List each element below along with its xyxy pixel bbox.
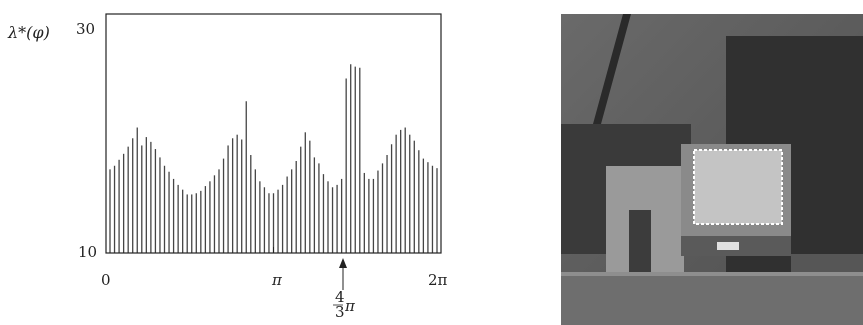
monitor-label	[717, 242, 739, 250]
scene-photograph	[561, 14, 863, 325]
diagonal-pole	[593, 14, 631, 124]
annotation-denominator: 3	[335, 303, 345, 321]
monitor-screen-outline	[693, 149, 783, 225]
desk-edge	[561, 272, 863, 276]
lambda-phi-bar-chart: λ*(φ) 30 10 0 π 2π 4 3 π	[7, 13, 448, 321]
y-axis-label: λ*(φ)	[7, 23, 50, 42]
annotation-pi-symbol: π	[344, 297, 356, 315]
annotation-arrow-head	[339, 258, 347, 268]
annotation-numerator: 4	[335, 288, 345, 306]
y-tick-label-top: 30	[76, 20, 95, 38]
desk-object	[791, 254, 863, 272]
x-tick-label-two-pi: 2π	[428, 271, 448, 289]
x-tick-label-zero: 0	[101, 271, 111, 289]
y-tick-label-bottom: 10	[78, 243, 97, 261]
annotation-four-thirds-pi: 4 3 π	[333, 258, 356, 321]
bars-group	[105, 64, 442, 253]
chart-frame	[105, 13, 442, 254]
box-dark-slot	[629, 210, 651, 276]
x-tick-label-pi: π	[271, 271, 283, 289]
desk-surface	[561, 272, 863, 325]
scene-photo-drawing	[561, 14, 863, 325]
